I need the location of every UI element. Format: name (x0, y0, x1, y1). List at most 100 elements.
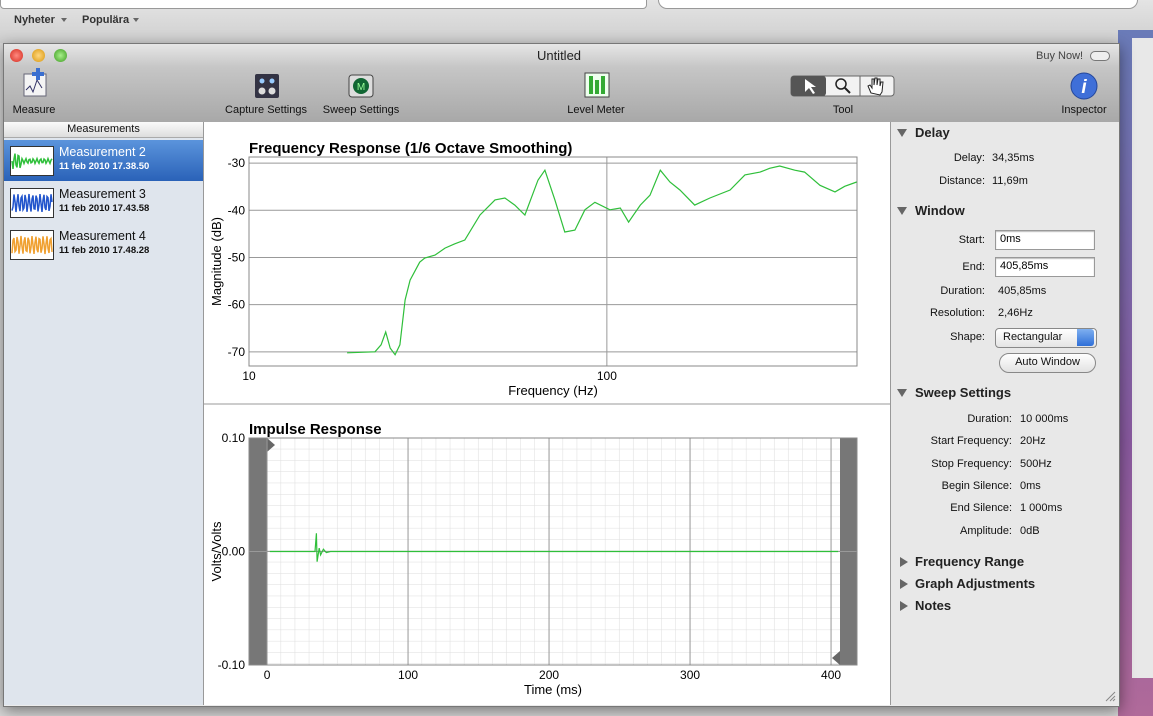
bookmark-arrow (133, 18, 139, 22)
thumbnail-trace (11, 235, 53, 255)
svg-text:M: M (357, 82, 365, 93)
x-tick-label: 400 (821, 668, 841, 682)
disclosure[interactable] (900, 579, 908, 589)
toolbar-label: Tool (832, 104, 854, 116)
disclosure[interactable] (897, 207, 907, 215)
section-title[interactable]: Graph Adjustments (915, 576, 1036, 591)
toolbar-label: Sweep Settings (322, 104, 400, 116)
svg-text:i: i (1081, 77, 1087, 98)
label: Delay: (953, 152, 985, 164)
auto-window-button[interactable] (999, 353, 1096, 373)
sidebar-header: Measurements (4, 122, 203, 138)
value: 10 000ms (1020, 413, 1069, 425)
x-tick-label: 100 (597, 369, 617, 383)
toolbar-toggle[interactable] (1090, 51, 1110, 61)
label: Stop Frequency: (931, 457, 1012, 470)
y-tick-label: -40 (228, 203, 246, 217)
y-tick-label: -50 (228, 250, 246, 264)
handle-marker (832, 651, 840, 665)
measure-icon[interactable] (23, 68, 47, 97)
start-field[interactable]: 0ms (995, 230, 1095, 250)
bookmark[interactable]: Nyheter (14, 13, 55, 27)
label: Duration: (940, 285, 985, 297)
x-tick-label: 100 (398, 668, 418, 682)
y-axis-label: Magnitude (dB) (209, 217, 224, 306)
thumbnail-trace (11, 193, 53, 213)
x-axis-label: Time (ms) (524, 682, 582, 697)
address-field[interactable] (0, 0, 647, 9)
section-title[interactable]: Delay (915, 125, 950, 140)
toolbar-label: Inspector (1061, 104, 1107, 116)
end-field[interactable]: 405,85ms (995, 257, 1095, 277)
inspector-icon[interactable]: i (1070, 72, 1098, 100)
x-tick-label: 200 (539, 668, 559, 682)
section-title[interactable]: Notes (915, 598, 952, 613)
section-title[interactable]: Window (915, 203, 965, 218)
button-label: Auto Window (1015, 356, 1080, 368)
label: Shape: (950, 331, 985, 343)
y-tick-label: -0.10 (218, 658, 246, 672)
plot-frame (248, 156, 858, 367)
label: Start Frequency: (930, 435, 1012, 448)
sweep-icon[interactable]: M (348, 74, 374, 98)
buy-now[interactable]: Buy Now! (1036, 50, 1084, 62)
label: Begin Silence: (941, 479, 1012, 492)
plot-frame (248, 437, 858, 666)
y-tick-label: -70 (228, 345, 246, 359)
section-title[interactable]: Sweep Settings (915, 385, 1012, 400)
measurement-date: 11 feb 2010 17.38.50 (59, 161, 150, 172)
measurement-date: 11 feb 2010 17.48.28 (59, 245, 150, 256)
thumbnail (10, 230, 54, 260)
label: Duration: (967, 413, 1012, 425)
y-tick-label: 0.00 (222, 545, 246, 559)
thumbnail-trace (11, 153, 53, 170)
tool-control[interactable] (790, 75, 895, 97)
value: 11,69m (992, 175, 1028, 187)
shape-select[interactable] (995, 328, 1097, 348)
disclosure[interactable] (897, 129, 907, 137)
measurement-name: Measurement 4 (59, 229, 146, 243)
y-axis-label: Volts/Volts (209, 521, 224, 581)
y-tick-label: -60 (228, 298, 246, 312)
label: End: (962, 261, 985, 273)
select-arrows (1077, 329, 1094, 346)
disclosure[interactable] (900, 601, 908, 611)
zoom-button[interactable] (54, 49, 67, 62)
y-tick-label: 0.10 (222, 431, 246, 445)
plot-background (249, 157, 857, 366)
bookmark-arrow (61, 18, 67, 22)
value: 20Hz (1020, 435, 1046, 448)
capture-icon[interactable] (255, 74, 279, 98)
sidebar (4, 122, 204, 705)
measurement-date: 11 feb 2010 17.43.58 (59, 203, 150, 214)
background-window (1132, 38, 1153, 678)
handle-marker (267, 438, 275, 452)
level-meter-icon[interactable] (584, 72, 610, 98)
toolbar-label: Measure (12, 104, 56, 116)
x-tick-label: 0 (264, 668, 271, 682)
splitter[interactable] (204, 403, 890, 405)
section-title[interactable]: Frequency Range (915, 554, 1025, 569)
minimize-button[interactable] (32, 49, 45, 62)
charts: -30 -40 -50 -60 -70 10 100 Frequency Response (… (209, 140, 858, 697)
value: 405,85ms (998, 285, 1047, 297)
label: Resolution: (929, 307, 985, 319)
disclosure[interactable] (900, 557, 908, 567)
measurement-name: Measurement 2 (59, 145, 146, 159)
y-tick-label: -30 (228, 156, 246, 170)
value: 34,35ms (992, 152, 1035, 164)
disclosure[interactable] (897, 389, 907, 397)
measurement-name: Measurement 3 (59, 187, 146, 201)
x-axis-label: Frequency (Hz) (508, 383, 598, 398)
toolbar-label: Level Meter (567, 104, 625, 116)
chart-title: Impulse Response (249, 421, 382, 438)
bookmark[interactable]: Populära (82, 13, 129, 27)
data-line (347, 165, 857, 356)
data-line (269, 533, 839, 562)
value: 500Hz (1020, 457, 1052, 470)
close-button[interactable] (10, 49, 23, 62)
resize-grip[interactable] (1104, 690, 1116, 702)
toolbar-icons: M i (23, 68, 1098, 100)
search-field[interactable] (658, 0, 1138, 9)
